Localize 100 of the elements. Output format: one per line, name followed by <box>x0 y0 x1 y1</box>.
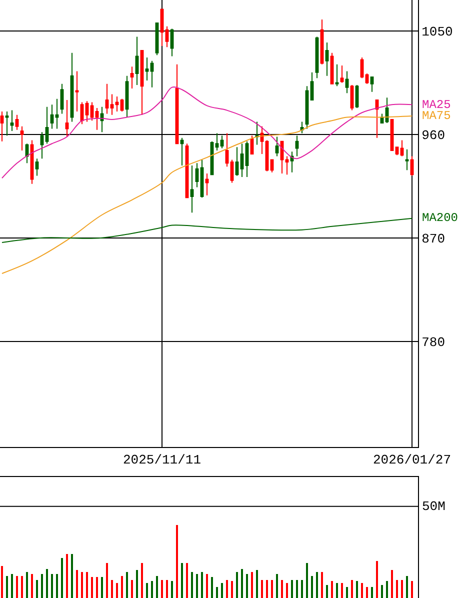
bar <box>241 569 243 598</box>
candlestick <box>280 140 284 174</box>
bar <box>331 581 333 598</box>
bar <box>311 576 313 598</box>
bar <box>51 574 53 598</box>
candlestick <box>125 75 129 118</box>
bar <box>336 583 338 598</box>
candlestick <box>180 137 184 166</box>
y-tick-label: 780 <box>422 334 446 350</box>
bar <box>116 583 118 598</box>
candlestick <box>65 99 69 138</box>
candlestick <box>140 50 144 116</box>
bar <box>296 580 298 598</box>
candlestick <box>275 136 279 157</box>
candlestick <box>85 100 89 122</box>
bar <box>36 580 38 598</box>
bar <box>301 580 303 598</box>
candlestick <box>200 159 204 198</box>
candlestick <box>235 146 239 176</box>
bar <box>61 558 63 598</box>
bar <box>186 563 188 598</box>
candlestick <box>215 132 219 152</box>
bar <box>251 572 253 598</box>
x-tick-label: 2026/01/27 <box>372 452 452 468</box>
series-label: MA75 <box>422 109 451 123</box>
bar <box>181 563 183 598</box>
bar <box>271 580 273 598</box>
bar <box>76 570 78 598</box>
bar <box>351 580 353 598</box>
candlestick <box>75 70 79 112</box>
bar <box>216 587 218 598</box>
y-tick-label: 960 <box>422 128 446 143</box>
candlestick <box>175 64 179 144</box>
bar <box>96 577 98 598</box>
bar <box>161 580 163 598</box>
bar <box>266 580 268 598</box>
candlestick <box>20 126 24 152</box>
candlestick <box>135 36 139 86</box>
x-tick-label: 2025/11/11 <box>122 452 202 468</box>
candlestick <box>35 158 39 176</box>
bar <box>361 583 363 598</box>
candlestick <box>370 76 374 92</box>
candlestick <box>110 94 114 116</box>
candlestick <box>145 56 149 81</box>
bar <box>211 577 213 598</box>
bar <box>381 585 383 598</box>
candlestick <box>55 98 59 130</box>
ref-line-label: 50M <box>422 499 446 514</box>
bar <box>176 525 178 598</box>
bar <box>356 581 358 598</box>
bar <box>86 572 88 598</box>
bar <box>191 572 193 598</box>
bar <box>126 572 128 598</box>
candlestick <box>195 162 199 188</box>
candlestick <box>40 132 44 160</box>
bar <box>391 570 393 598</box>
bar <box>231 581 233 598</box>
bar <box>41 574 43 598</box>
bar <box>396 580 398 598</box>
bar <box>31 574 33 598</box>
candlestick <box>325 42 329 76</box>
candlestick <box>105 83 109 114</box>
candlestick <box>335 64 339 87</box>
candlestick <box>115 96 119 112</box>
bar <box>66 554 68 598</box>
candlestick <box>130 66 134 89</box>
bar <box>366 587 368 598</box>
bar <box>56 574 58 598</box>
bar <box>6 576 8 598</box>
candlestick <box>70 52 74 122</box>
candlestick <box>270 159 274 173</box>
line-series <box>2 86 412 179</box>
candlestick <box>375 99 379 138</box>
bar <box>226 580 228 598</box>
candlestick <box>240 143 244 178</box>
candlestick <box>5 110 9 136</box>
bar <box>346 587 348 598</box>
candlestick <box>190 164 194 214</box>
bar <box>221 583 223 598</box>
bar <box>71 554 73 598</box>
bar <box>406 576 408 598</box>
bar <box>121 576 123 598</box>
bar <box>261 580 263 598</box>
bar <box>101 577 103 598</box>
candlestick <box>245 140 249 178</box>
bar <box>376 561 378 598</box>
bar <box>286 583 288 598</box>
bar <box>91 577 93 598</box>
line-series <box>2 218 412 243</box>
bar <box>141 563 143 598</box>
bar <box>256 570 258 598</box>
candlestick <box>320 19 324 65</box>
candlestick <box>225 132 229 168</box>
bar <box>16 576 18 598</box>
candlestick <box>150 60 154 88</box>
candlestick <box>95 108 99 130</box>
candlestick <box>285 156 289 176</box>
bar <box>26 572 28 598</box>
bar <box>151 581 153 598</box>
bar <box>236 572 238 598</box>
